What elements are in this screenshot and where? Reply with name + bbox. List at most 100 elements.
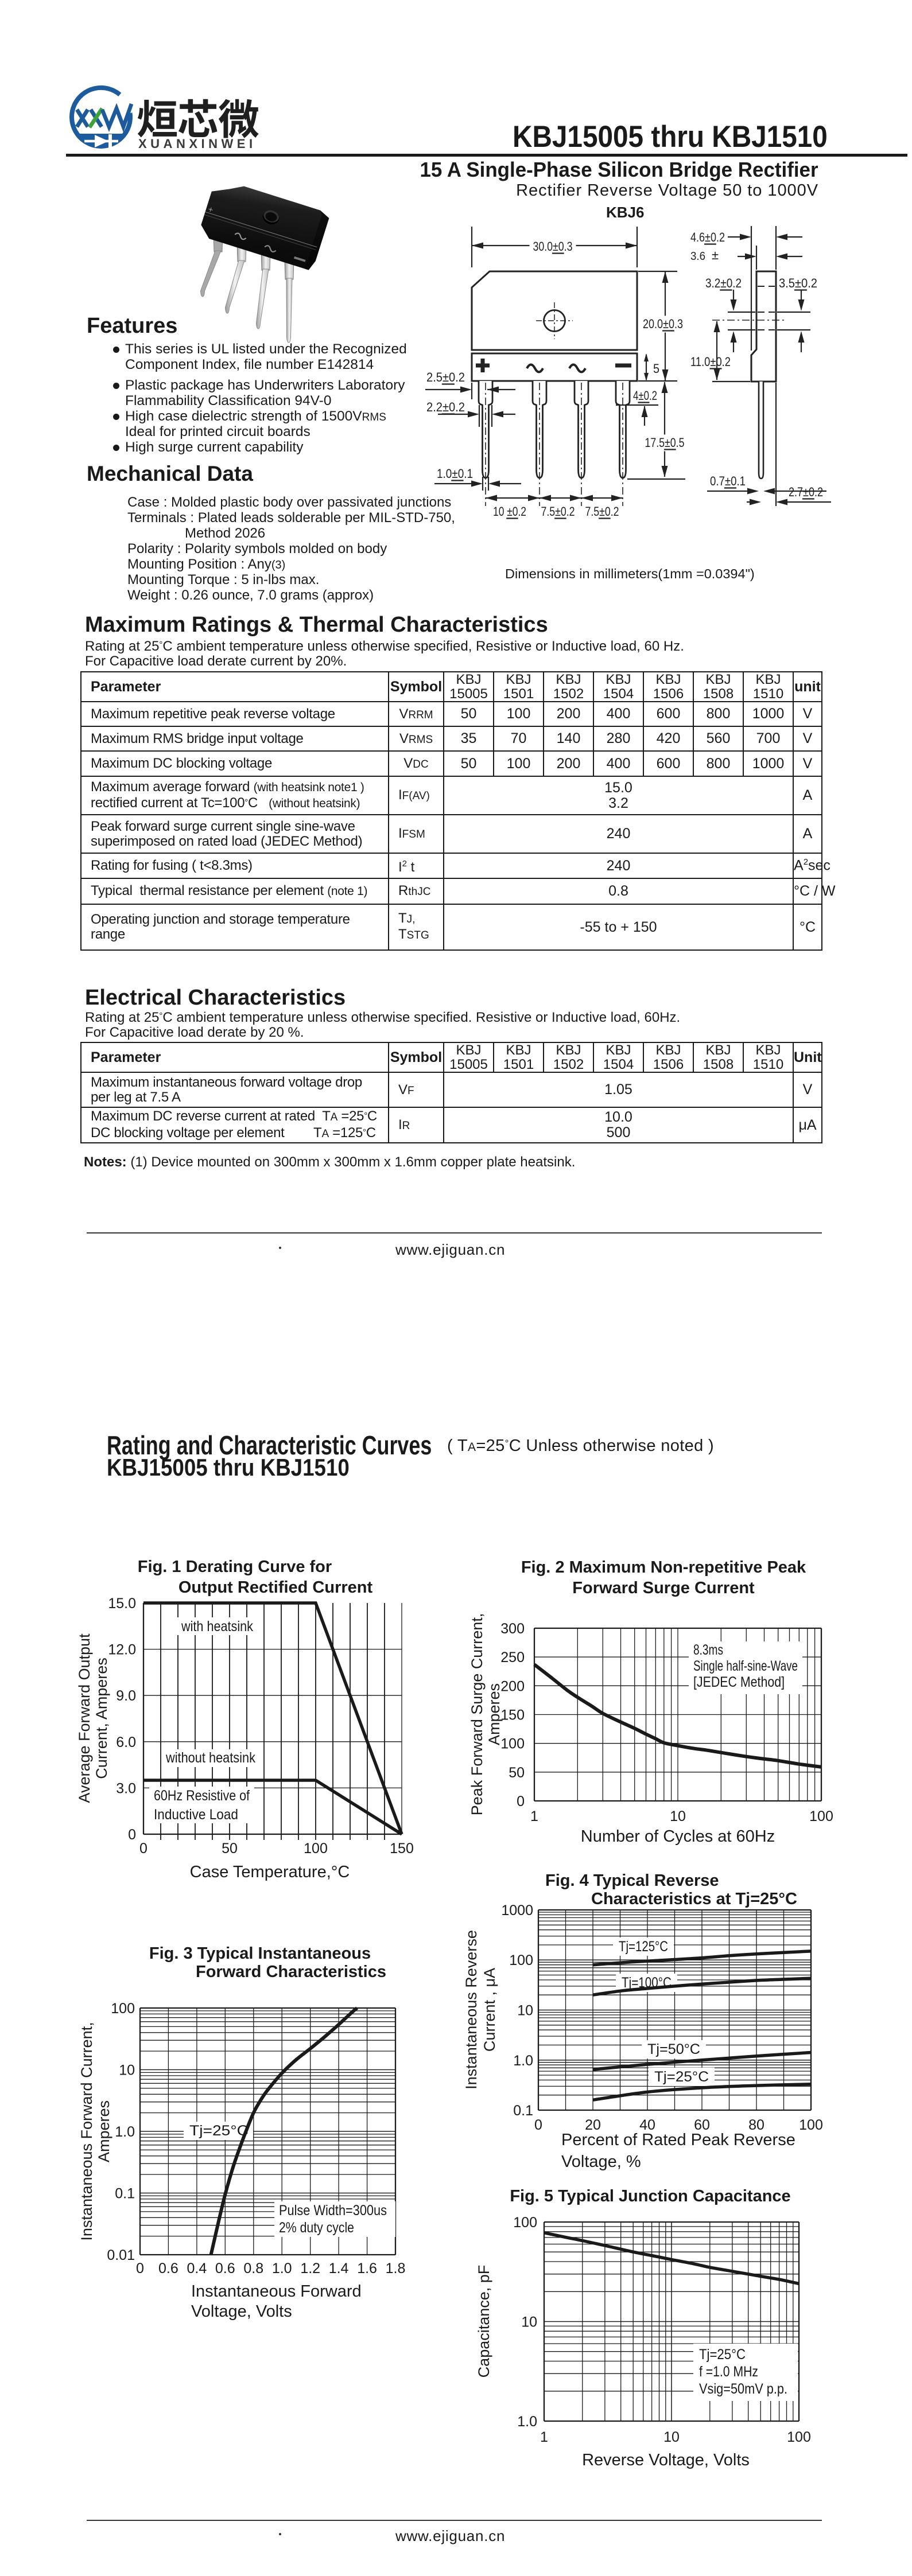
svg-text:1.0: 1.0 (513, 2053, 533, 2069)
svg-text:Vsig=50mV p.p.: Vsig=50mV p.p. (699, 2381, 787, 2397)
svg-text:1.6: 1.6 (357, 2260, 377, 2277)
svg-text:50: 50 (222, 1840, 238, 1857)
svg-text:60Hz Resistive of: 60Hz Resistive of (154, 1788, 250, 1804)
svg-text:20: 20 (585, 2117, 601, 2133)
svg-text:0.1: 0.1 (513, 2103, 533, 2119)
svg-text:0: 0 (534, 2117, 542, 2133)
svg-text:Fig. 4 Typical Reverse: Fig. 4 Typical Reverse (545, 1871, 719, 1890)
svg-text:Tj=25°C: Tj=25°C (189, 2123, 249, 2139)
svg-text:2.2±0.2: 2.2±0.2 (426, 400, 465, 414)
svg-text:250: 250 (500, 1649, 525, 1666)
svg-text:0.1: 0.1 (115, 2186, 135, 2202)
svg-text:Number of Cycles at 60Hz: Number of Cycles at 60Hz (581, 1827, 775, 1846)
svg-text:1.0: 1.0 (115, 2124, 135, 2140)
svg-text:Percent of Rated Peak Reverse: Percent of Rated Peak Reverse (561, 2131, 795, 2149)
svg-text:100: 100 (509, 1952, 533, 1968)
svg-text:1.0±0.1: 1.0±0.1 (437, 466, 473, 481)
svg-text:10: 10 (663, 2429, 680, 2445)
svg-text:100: 100 (799, 2117, 823, 2133)
svg-text:100: 100 (809, 1808, 833, 1824)
svg-text:0.6: 0.6 (215, 2260, 235, 2277)
svg-text:150: 150 (500, 1707, 525, 1723)
svg-text:2% duty cycle: 2% duty cycle (279, 2220, 354, 2236)
svg-text:0.8: 0.8 (243, 2260, 263, 2277)
svg-text:Characteristics at Tj=25°C: Characteristics at Tj=25°C (591, 1890, 797, 1908)
svg-text:with heatsink: with heatsink (181, 1618, 253, 1635)
svg-text:Fig. 3 Typical Instantaneous: Fig. 3 Typical Instantaneous (149, 1944, 371, 1963)
svg-text:3.2±0.2: 3.2±0.2 (705, 276, 742, 290)
svg-text:Forward Surge Current: Forward Surge Current (572, 1579, 755, 1597)
svg-text:17.5±0.5: 17.5±0.5 (645, 435, 685, 450)
svg-text:Amperes: Amperes (95, 2100, 112, 2162)
svg-text:1.0: 1.0 (517, 2414, 537, 2430)
svg-text:6.0: 6.0 (116, 1734, 136, 1750)
svg-text:Inductive Load: Inductive Load (154, 1807, 238, 1823)
svg-text:0: 0 (136, 2260, 144, 2277)
svg-text:12.0: 12.0 (108, 1642, 136, 1658)
svg-text:Amperes: Amperes (486, 1683, 503, 1745)
svg-text:0: 0 (139, 1840, 148, 1857)
svg-text:200: 200 (500, 1678, 525, 1694)
svg-text:2.7±0.2: 2.7±0.2 (789, 485, 823, 499)
svg-text:11.0±0.2: 11.0±0.2 (690, 355, 731, 369)
svg-text:0: 0 (517, 1793, 525, 1810)
svg-text:3.0: 3.0 (116, 1780, 136, 1796)
svg-text:±: ± (712, 248, 719, 262)
svg-text:1.8: 1.8 (386, 2260, 406, 2277)
svg-text:Fig. 2 Maximum Non-repetitive: Fig. 2 Maximum Non-repetitive Peak (521, 1558, 806, 1577)
svg-text:100: 100 (787, 2429, 811, 2445)
svg-text:Capacitance, pF: Capacitance, pF (475, 2265, 492, 2378)
svg-text:80: 80 (748, 2117, 764, 2133)
svg-text:Current , μA: Current , μA (481, 1968, 498, 2052)
svg-text:5: 5 (653, 361, 659, 376)
svg-text:10: 10 (517, 2003, 533, 2019)
svg-text:Instantaneous Reverse: Instantaneous Reverse (463, 1930, 480, 2089)
svg-text:1: 1 (530, 1808, 538, 1824)
svg-text:0.6: 0.6 (158, 2260, 178, 2277)
svg-text:3.6: 3.6 (690, 250, 705, 263)
svg-text:100: 100 (111, 2001, 135, 2017)
svg-text:0: 0 (128, 1827, 136, 1843)
svg-text:20.0±0.3: 20.0±0.3 (643, 317, 683, 331)
svg-text:Forward Characteristics: Forward Characteristics (196, 1963, 386, 1981)
svg-text:Voltage, Volts: Voltage, Volts (191, 2302, 292, 2321)
svg-text:8.3ms: 8.3ms (693, 1642, 723, 1658)
svg-text:100: 100 (304, 1840, 328, 1857)
svg-text:Tj=50°C: Tj=50°C (647, 2041, 700, 2057)
svg-text:15.0: 15.0 (108, 1596, 136, 1612)
svg-text:1.0: 1.0 (272, 2260, 292, 2277)
svg-text:[JEDEC Method]: [JEDEC Method] (693, 1674, 785, 1690)
svg-text:100: 100 (500, 1736, 525, 1752)
svg-text:4.6±0.2: 4.6±0.2 (690, 230, 725, 244)
svg-text:Tj=125°C: Tj=125°C (619, 1939, 668, 1955)
svg-text:Output Rectified Current: Output Rectified Current (178, 1578, 373, 1597)
svg-text:Voltage, %: Voltage, % (561, 2153, 641, 2171)
svg-text:7.5±0.2: 7.5±0.2 (585, 504, 619, 519)
svg-text:3.5±0.2: 3.5±0.2 (779, 276, 817, 290)
svg-text:40: 40 (639, 2117, 655, 2133)
svg-text:Peak Forward Surge Current,: Peak Forward Surge Current, (468, 1613, 486, 1816)
svg-text:Current, Amperes: Current, Amperes (93, 1657, 110, 1779)
svg-text:300: 300 (500, 1621, 525, 1637)
svg-text:30.0±0.3: 30.0±0.3 (533, 239, 573, 254)
svg-text:50: 50 (509, 1765, 525, 1781)
svg-text:1: 1 (540, 2429, 548, 2445)
svg-text:60: 60 (694, 2117, 710, 2133)
svg-text:7.5±0.2: 7.5±0.2 (541, 504, 575, 519)
svg-text:10: 10 (521, 2314, 537, 2330)
svg-text:Instantaneous Forward Current,: Instantaneous Forward Current, (78, 2022, 95, 2240)
svg-text:10: 10 (119, 2063, 135, 2079)
svg-text:Fig. 5 Typical Junction Capaci: Fig. 5 Typical Junction Capacitance (510, 2187, 790, 2205)
svg-text:Reverse Voltage, Volts: Reverse Voltage, Volts (582, 2451, 750, 2469)
svg-text:f =1.0 MHz: f =1.0 MHz (699, 2364, 758, 2380)
svg-text:Average Forward Output: Average Forward Output (76, 1633, 93, 1803)
svg-text:1.4: 1.4 (329, 2260, 349, 2277)
svg-text:Tj=25°C: Tj=25°C (654, 2069, 709, 2085)
svg-text:0.01: 0.01 (107, 2247, 135, 2263)
svg-text:100: 100 (513, 2215, 537, 2231)
svg-text:1000: 1000 (501, 1902, 533, 1919)
svg-text:Tj=25°C: Tj=25°C (699, 2347, 746, 2363)
svg-text:Instantaneous Forward: Instantaneous Forward (191, 2282, 362, 2301)
svg-text:4±0.2: 4±0.2 (633, 388, 657, 403)
svg-text:9.0: 9.0 (116, 1688, 136, 1704)
